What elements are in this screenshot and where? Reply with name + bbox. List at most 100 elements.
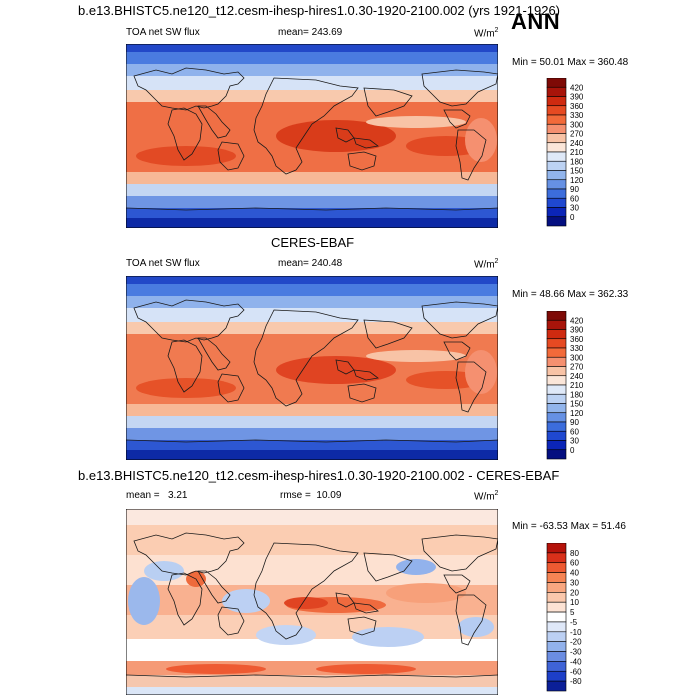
cb3-box [546, 552, 567, 564]
cb2-tick-label: 0 [570, 446, 575, 455]
cb2-tick-label: 90 [570, 418, 579, 427]
cb3-tick-label: -40 [570, 657, 582, 666]
cb1-box [546, 142, 567, 153]
cb2-box [546, 449, 567, 460]
cb2-tick-label: 420 [570, 316, 584, 325]
cb2-box [546, 356, 567, 367]
cb1-box [546, 207, 567, 218]
cb2-tick-label: 30 [570, 437, 579, 446]
cb3-tick-label: 80 [570, 549, 579, 558]
cb2-tick-label: 360 [570, 335, 584, 344]
cb1-tick-label: 30 [570, 204, 579, 213]
cb3-box [546, 641, 567, 652]
cb1-tick-label: 420 [570, 83, 584, 92]
panel2-coastlines [126, 299, 498, 443]
cb1-box [546, 123, 567, 134]
panel1-minmax: Min = 50.01 Max = 360.48 [512, 57, 629, 68]
cb2-box [546, 311, 567, 321]
panel1-units: W/m2 [474, 27, 499, 40]
cb2-tick-label: 180 [570, 390, 584, 399]
panel2-variable: TOA net SW flux [126, 258, 200, 269]
cb2-tick-label: 390 [570, 326, 584, 335]
season-label: ANN [511, 9, 561, 34]
panel2-minmax: Min = 48.66 Max = 362.33 [512, 289, 629, 300]
cb3-tick-label: 30 [570, 578, 579, 587]
panel2-mean: mean= 240.48 [278, 258, 343, 269]
panel3-field [126, 509, 498, 695]
cb2-box [546, 421, 567, 432]
panel1-coastlines [126, 67, 498, 211]
cb2-tick-label: 330 [570, 344, 584, 353]
cb1-tick-label: 90 [570, 185, 579, 194]
panel2-map [126, 276, 498, 460]
panel2-heading: CERES-EBAF [271, 235, 355, 250]
cb1-box [546, 114, 567, 125]
cb2-tick-label: 120 [570, 409, 584, 418]
cb1-tick-label: 390 [570, 93, 584, 102]
cb2-box [546, 375, 567, 386]
cb3-tick-label: -5 [570, 618, 578, 627]
cb3-tick-label: 20 [570, 588, 579, 597]
cb1-tick-label: 0 [570, 213, 575, 222]
cb2-box [546, 366, 567, 377]
cb1-tick-label: 60 [570, 194, 579, 203]
panel3-mean: mean = 3.21 [126, 490, 188, 501]
cb3-box [546, 572, 567, 583]
cb1-box [546, 160, 567, 171]
cb2-box [546, 329, 567, 340]
cb1-box [546, 151, 567, 162]
cb3-box [546, 670, 567, 682]
panel3-coastlines [126, 532, 498, 678]
panel1-map [126, 44, 498, 228]
cb3-box [546, 582, 567, 593]
cb3-tick-label: 40 [570, 569, 579, 578]
cb3-box [546, 601, 567, 613]
cb1-tick-label: 300 [570, 120, 584, 129]
panel2-units: W/m2 [474, 258, 499, 271]
cb1-box [546, 96, 567, 107]
cb3-box [546, 592, 567, 603]
panel2-field [126, 276, 498, 460]
cb1-tick-label: 180 [570, 157, 584, 166]
cb2-tick-label: 300 [570, 353, 584, 362]
cb2-box [546, 384, 567, 395]
cb1-box [546, 170, 567, 181]
cb2-tick-label: 60 [570, 427, 579, 436]
cb1-box [546, 105, 567, 116]
cb1-box [546, 179, 567, 190]
cb1-box [546, 197, 567, 208]
cb3-box [546, 680, 567, 692]
cb2-box [546, 412, 567, 423]
cb1-box [546, 78, 567, 88]
panel1-mean: mean= 243.69 [278, 27, 343, 38]
cb3-box [546, 621, 567, 633]
cb1-tick-label: 360 [570, 102, 584, 111]
cb3-tick-label: -60 [570, 667, 582, 676]
cb2-box [546, 319, 567, 330]
panel1-variable: TOA net SW flux [126, 27, 200, 38]
figure-title: b.e13.BHISTC5.ne120_t12.cesm-ihesp-hires… [78, 3, 561, 18]
cb3-box [546, 543, 567, 554]
cb3-tick-label: 5 [570, 608, 575, 617]
panel1-field [126, 44, 498, 228]
cb1-tick-label: 240 [570, 139, 584, 148]
cb1-tick-label: 150 [570, 167, 584, 176]
cb3-box [546, 661, 567, 672]
cb3-tick-label: 10 [570, 598, 579, 607]
cb2-box [546, 403, 567, 414]
cb2-box [546, 430, 567, 441]
cb2-tick-label: 150 [570, 400, 584, 409]
cb3-tick-label: -80 [570, 677, 582, 686]
cb2-tick-label: 240 [570, 372, 584, 381]
cb2-box [546, 440, 567, 451]
panel3-map [126, 509, 498, 695]
cb1-tick-label: 120 [570, 176, 584, 185]
cb3-tick-label: -30 [570, 648, 582, 657]
cb1-tick-label: 330 [570, 111, 584, 120]
panel3-rmse: rmse = 10.09 [280, 490, 342, 501]
cb1-box [546, 133, 567, 144]
panel3-heading: b.e13.BHISTC5.ne120_t12.cesm-ihesp-hires… [78, 468, 560, 483]
